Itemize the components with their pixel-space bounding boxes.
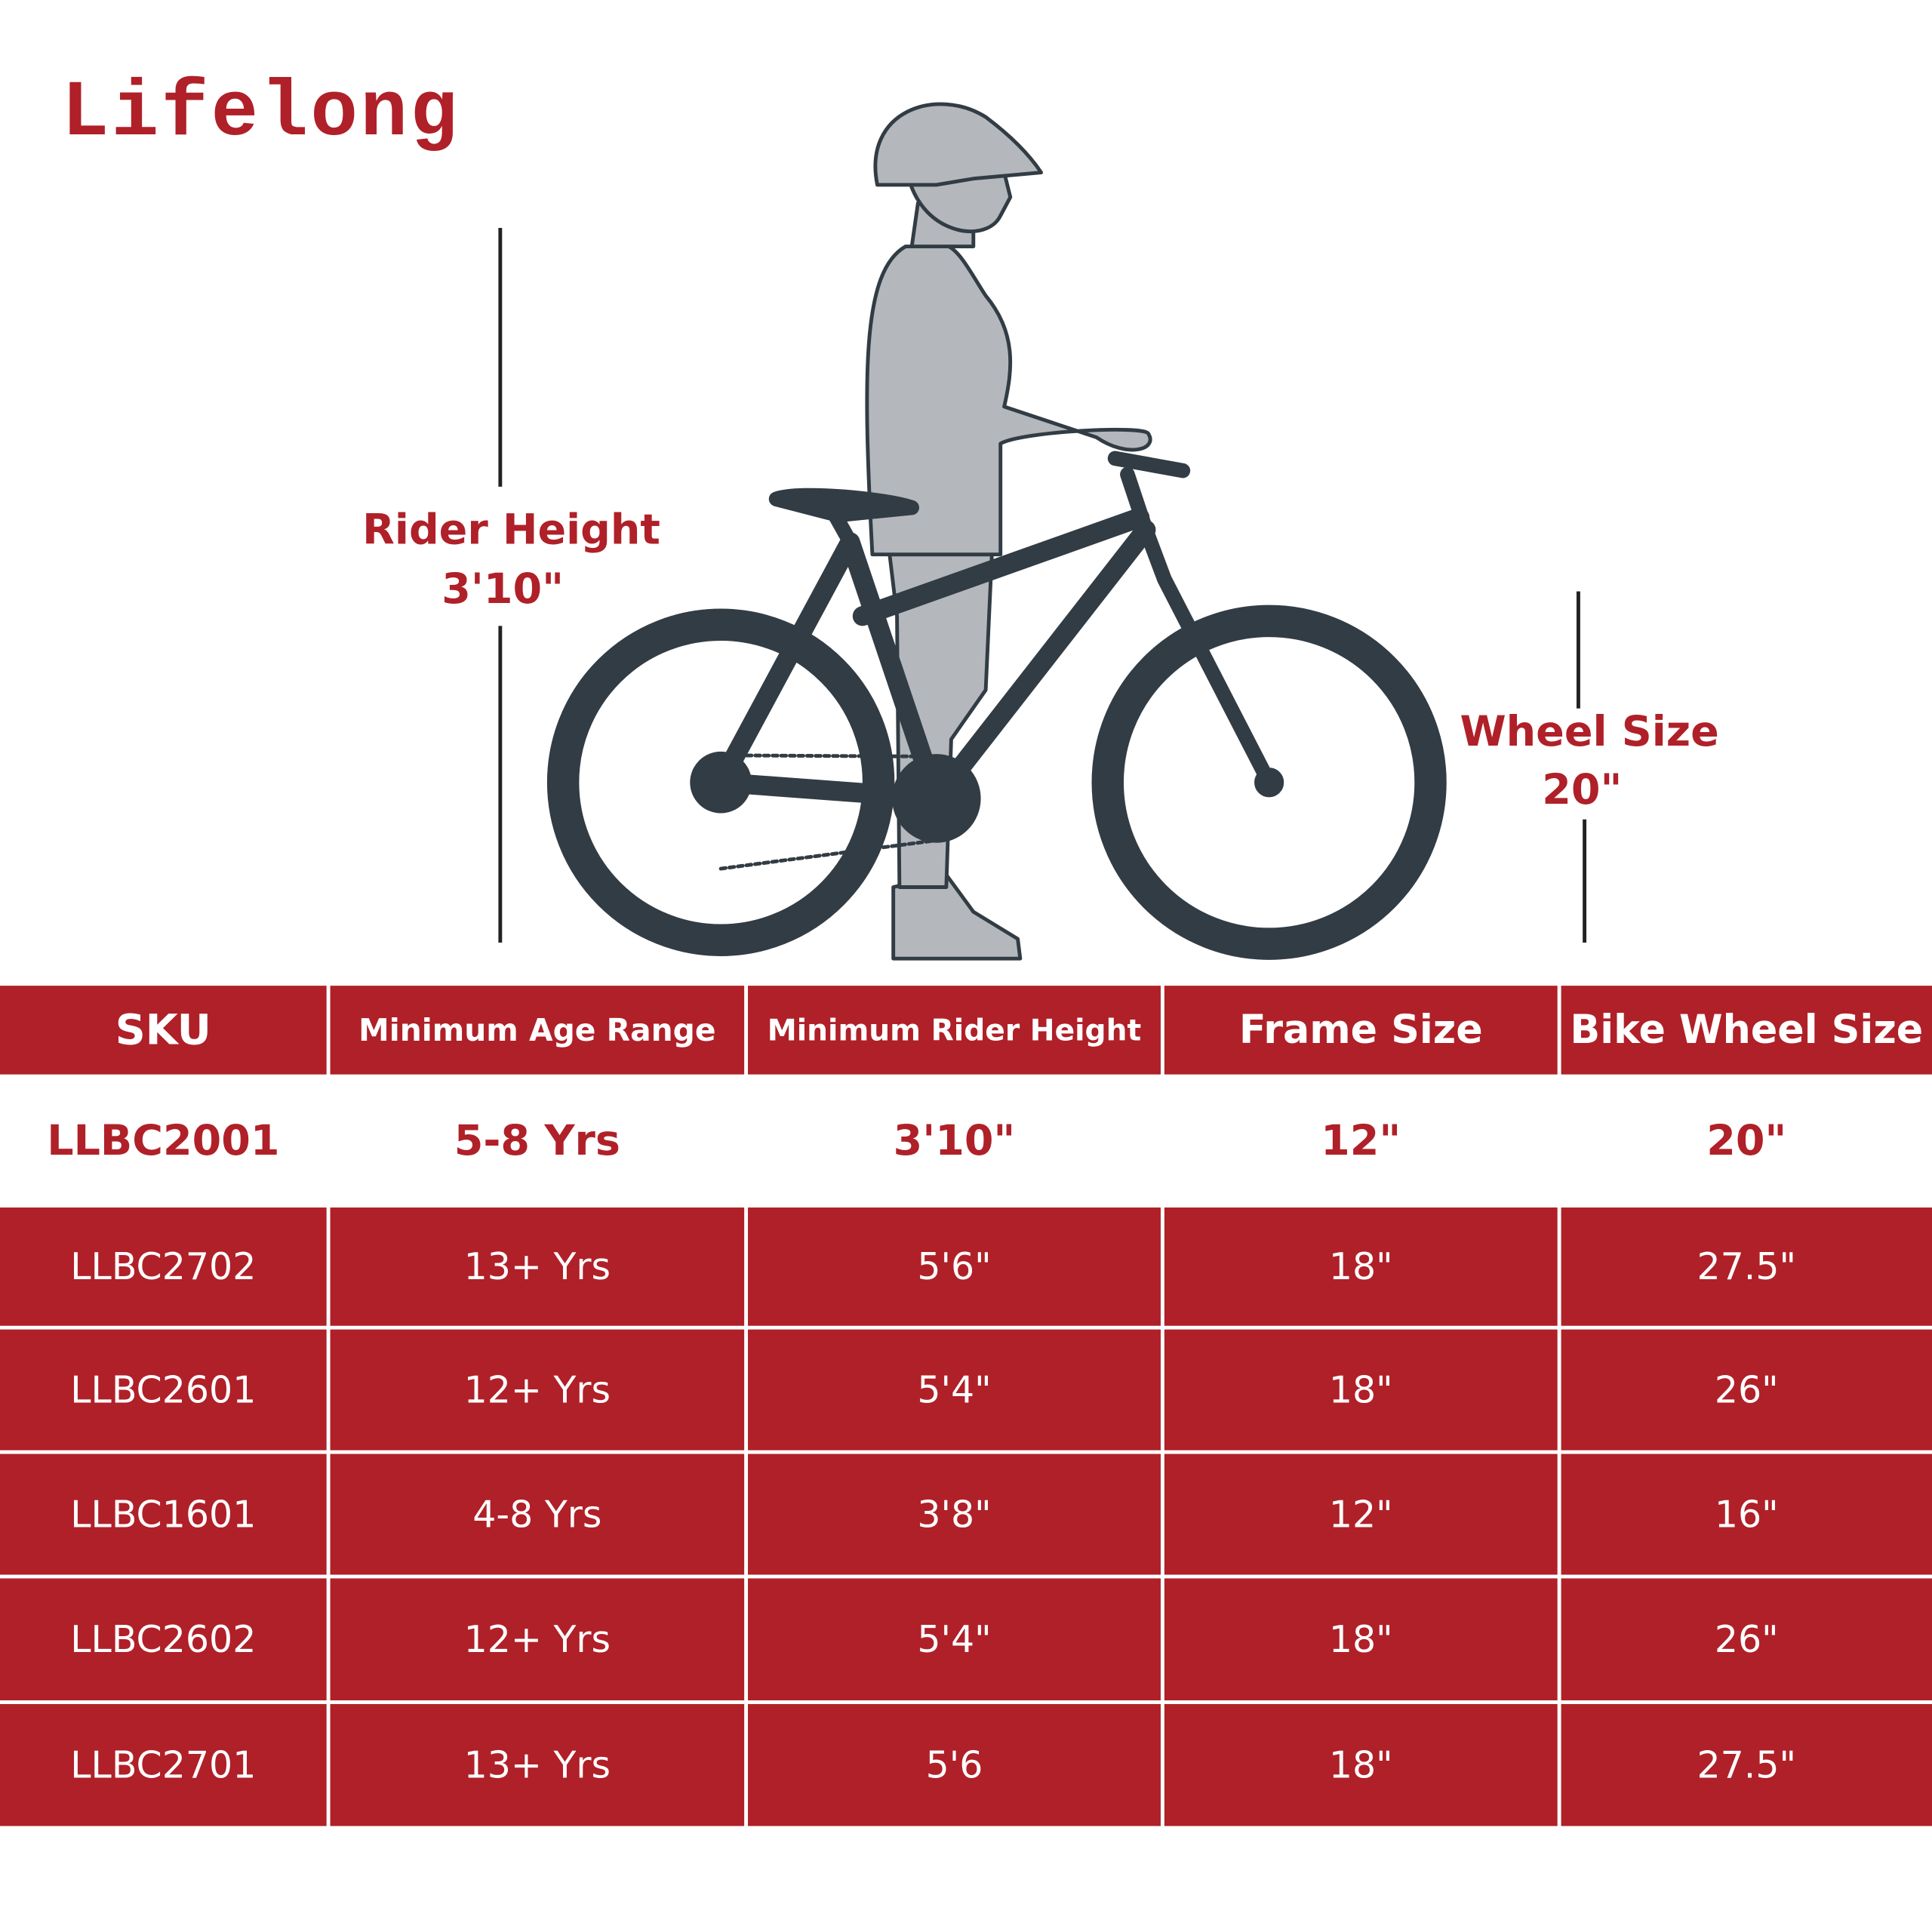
cell-text: 5'6" (917, 1245, 991, 1288)
header-text: Bike Wheel Size (1570, 1008, 1923, 1053)
cell-text: LLBC2602 (70, 1618, 256, 1661)
wheel-size-value: 20" (1542, 765, 1622, 814)
cell-text: 18" (1329, 1744, 1393, 1787)
table-cell (1561, 1578, 1932, 1701)
cell-text: 5'4" (917, 1618, 991, 1661)
illustration (546, 102, 1447, 961)
table-cell (0, 1078, 327, 1204)
table-cell (0, 1208, 327, 1326)
header-text: Minimum Age Range (358, 1012, 715, 1048)
cell-text: LLBC1601 (70, 1493, 256, 1536)
table-cell (330, 1078, 745, 1204)
cell-text: LLBC2701 (70, 1744, 256, 1787)
front-wheel (1091, 605, 1447, 960)
table-cell (1164, 1208, 1558, 1326)
table-cell (0, 1329, 327, 1451)
saddle (768, 488, 919, 550)
table-cell (330, 1208, 745, 1326)
cell-text: 26" (1715, 1618, 1779, 1661)
table-cell (330, 1578, 745, 1701)
cell-text: 13+ Yrs (464, 1245, 611, 1288)
spec-table: SKU Minimum Age Range Minimum Rider Height… (0, 986, 1932, 1826)
table-cell (748, 1578, 1161, 1701)
rear-wheel (546, 608, 895, 956)
cell-text: LLBC2702 (70, 1245, 256, 1288)
cell-text: 27.5" (1697, 1245, 1797, 1288)
header-text: Frame Size (1239, 1008, 1483, 1053)
cell-text: 18" (1329, 1368, 1393, 1411)
cell-text: 18" (1329, 1618, 1393, 1661)
table-cell (1561, 1703, 1932, 1826)
header-cell (1561, 986, 1932, 1075)
cell-text: 4-8 Yrs (472, 1493, 601, 1536)
table-cell (748, 1703, 1161, 1826)
table-cell (1164, 1454, 1558, 1575)
front-hub (1254, 768, 1284, 798)
rider-height-marker: Rider Height 3'10" (362, 228, 660, 943)
cell-text: 3'10" (894, 1116, 1016, 1165)
table-cell (1164, 1078, 1558, 1204)
header-cell (1164, 986, 1558, 1075)
table-cell (748, 1078, 1161, 1204)
cell-text: 5'4" (917, 1368, 991, 1411)
cell-text: 13+ Yrs (464, 1744, 611, 1787)
cell-text: 12+ Yrs (464, 1618, 611, 1661)
cell-text: 12" (1321, 1116, 1401, 1165)
cell-text: 18" (1329, 1245, 1393, 1288)
rider-height-title: Rider Height (362, 505, 660, 554)
table-cell (748, 1208, 1161, 1326)
cell-text: 27.5" (1697, 1744, 1797, 1787)
cell-text: 16" (1715, 1493, 1779, 1536)
cell-text: 5'6 (926, 1744, 983, 1787)
cell-text: 20" (1706, 1116, 1786, 1165)
wheel-size-marker: Wheel Size 20" (1460, 591, 1719, 943)
table-cell (748, 1454, 1161, 1575)
table-cell (330, 1329, 745, 1451)
cell-text: 12+ Yrs (464, 1368, 611, 1411)
header-cell (330, 986, 745, 1075)
helmet (873, 102, 1044, 187)
table-cell (1164, 1329, 1558, 1451)
cell-text: 12" (1329, 1493, 1393, 1536)
table-cell (1561, 1454, 1932, 1575)
table-cell (330, 1454, 745, 1575)
table-cell (1164, 1578, 1558, 1701)
header-cell (0, 986, 327, 1075)
cell-text: LLBC2001 (47, 1116, 279, 1165)
table-cell (1561, 1208, 1932, 1326)
header-cell (748, 986, 1161, 1075)
rider-height-value: 3'10" (441, 565, 564, 614)
wheel-size-title: Wheel Size (1460, 707, 1718, 756)
torso (865, 245, 1152, 557)
cell-text: 5-8 Yrs (454, 1116, 620, 1165)
cell-text: LLBC2601 (70, 1368, 256, 1411)
logo: Lifelong (62, 69, 460, 158)
chain (718, 753, 939, 871)
table-cell (1561, 1078, 1932, 1204)
bike (546, 451, 1447, 960)
table-cell (748, 1329, 1161, 1451)
chainring (892, 754, 981, 843)
cassette (690, 751, 752, 814)
table-cell (330, 1703, 745, 1826)
header-text: Minimum Rider Height (768, 1014, 1141, 1048)
table-cell (0, 1578, 327, 1701)
table-cell (1561, 1329, 1932, 1451)
table-cell (0, 1454, 327, 1575)
fork-handlebar (1107, 451, 1277, 790)
cell-text: 3'8" (917, 1493, 991, 1536)
table-cell (0, 1703, 327, 1826)
cell-text: 26" (1715, 1368, 1779, 1411)
header-text: SKU (115, 1005, 211, 1054)
table-cell (1164, 1703, 1558, 1826)
rider (865, 102, 1152, 961)
